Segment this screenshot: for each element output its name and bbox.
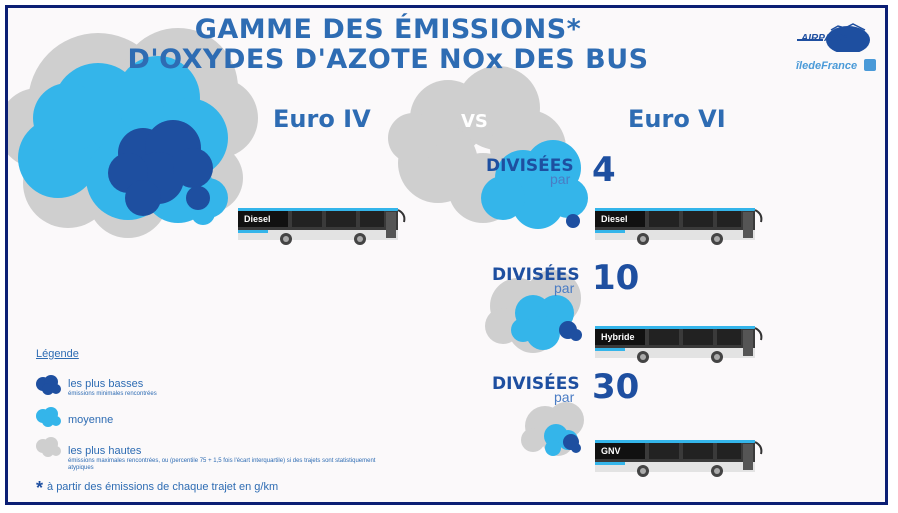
bus-euro6-hybride: Hybride [593, 324, 765, 369]
legend-title: Légende [36, 348, 79, 360]
euro6-cloud-low-2 [559, 321, 582, 341]
factor-3: 30 [592, 367, 640, 407]
bus-euro6-gnv-label: GNV [601, 446, 621, 456]
factor-2: 10 [592, 258, 640, 298]
bus-euro4-label: Diesel [244, 214, 271, 224]
euro4-cloud-low [108, 120, 213, 216]
legend-high-label: les plus hautes [68, 445, 142, 457]
bus-euro4-diesel: Diesel [236, 206, 408, 251]
factor-1: 4 [592, 150, 616, 190]
euro6-cloud-average-1 [481, 140, 588, 229]
euro6-cloud-low-3 [563, 434, 581, 453]
euro4-header: Euro IV [273, 105, 371, 133]
par-label-2: par [554, 280, 575, 296]
footnote: * à partir des émissions de chaque trajet… [36, 478, 278, 499]
euro6-header: Euro VI [628, 105, 726, 133]
euro6-cloud-low-1 [566, 214, 580, 228]
bus-euro6-hybride-label: Hybride [601, 332, 635, 342]
legend-low-sub: émissions minimales rencontrées [68, 391, 157, 397]
par-label-3: par [554, 389, 575, 405]
infographic: GAMME DES ÉMISSIONS* D'OXYDES D'AZOTE NO… [5, 5, 888, 505]
iledefrance-text: îledeFrance [796, 60, 858, 72]
asterisk-icon: * [36, 478, 44, 498]
legend-low-icon [36, 375, 61, 395]
euro6-cloud-average-2 [511, 295, 574, 350]
airparif-text: AIRPARIF [801, 33, 848, 44]
divided-label-3: DIVISÉES [492, 374, 580, 394]
divided-label-1: DIVISÉES [486, 156, 574, 176]
bus-euro6-gnv: GNV [593, 438, 765, 483]
legend-high-icon [36, 437, 61, 457]
title-line-1: GAMME DES ÉMISSIONS* [194, 14, 582, 45]
legend-average-icon [36, 407, 61, 427]
iledefrance-logo: îledeFrance [796, 56, 876, 74]
vs-label: VS [461, 111, 488, 132]
divided-label-2: DIVISÉES [492, 265, 580, 285]
legend-average-label: moyenne [68, 414, 114, 426]
iledefrance-icon [863, 58, 876, 71]
bus-euro6-diesel: Diesel [593, 206, 765, 251]
par-label-1: par [550, 171, 571, 187]
airparif-logo: AIRPARIF [793, 22, 873, 72]
bus-euro6-diesel-label: Diesel [601, 214, 628, 224]
emission-clouds [8, 28, 588, 456]
footnote-text: à partir des émissions de chaque trajet … [47, 481, 279, 493]
legend-low-label: les plus basses [68, 378, 144, 390]
legend-high-sub: émissions maximales rencontrées, ou (per… [68, 458, 376, 471]
title-line-2: D'OXYDES D'AZOTE NOx DES BUS [127, 44, 649, 75]
